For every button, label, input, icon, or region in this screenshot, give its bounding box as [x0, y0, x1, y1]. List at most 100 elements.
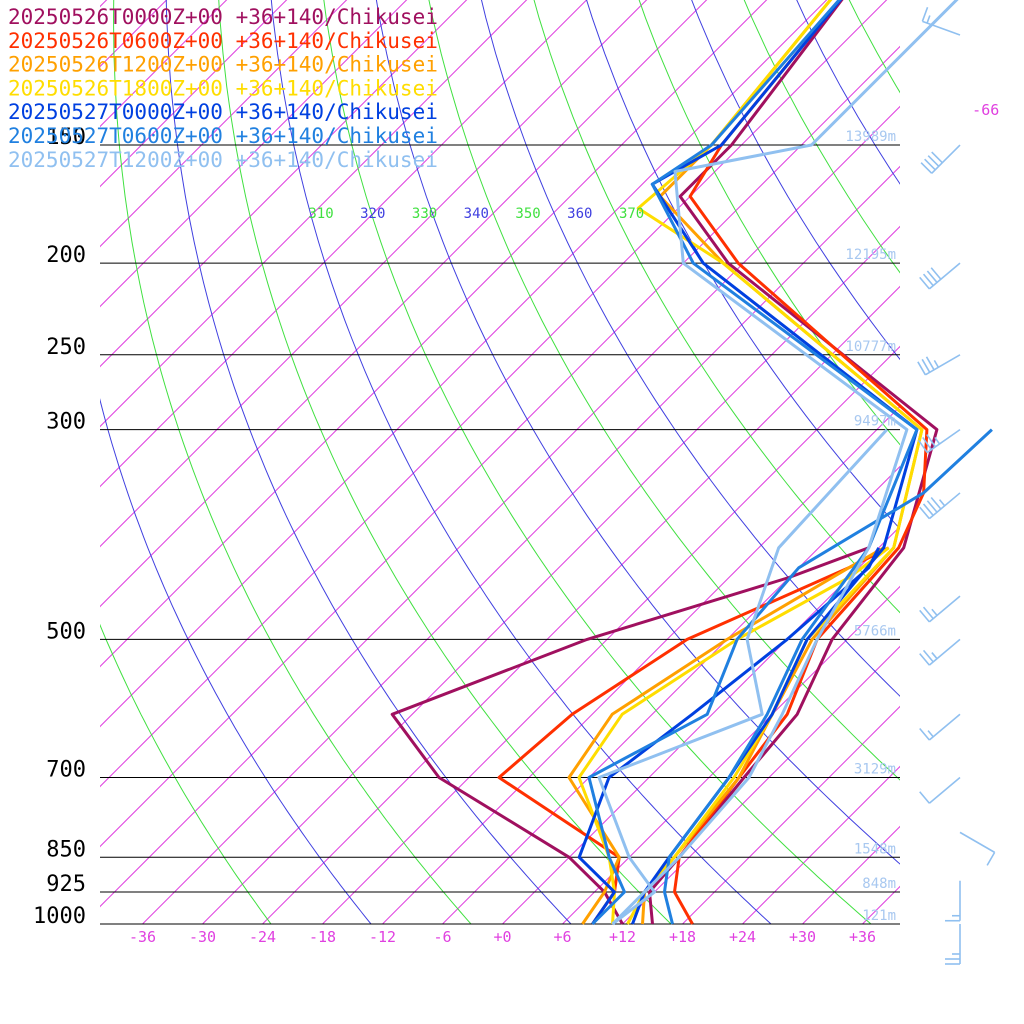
- legend-entry: 20250526T1200Z+00 +36+140/Chikusei: [8, 53, 438, 77]
- geopotential-height-label: 10777m: [845, 339, 896, 355]
- isotherm-line: [100, 0, 588, 488]
- geopotential-height-label: 121m: [862, 908, 896, 924]
- wind-barb: [917, 354, 961, 376]
- pressure-tick-label: 150: [46, 125, 86, 150]
- temperature-tick-label: +30: [789, 928, 816, 946]
- dry-adiabat-label: 340: [464, 206, 489, 222]
- legend-entry: 20250527T0600Z+00 +36+140/Chikusei: [8, 124, 438, 148]
- wind-barb: [919, 595, 961, 623]
- dry-adiabat-line: [480, 0, 900, 697]
- wind-barb: [917, 428, 961, 454]
- temperature-tick-label: +18: [669, 928, 696, 946]
- isotherm-line: [100, 105, 900, 908]
- dry-adiabat-label: 320: [360, 206, 385, 222]
- wind-barb: [920, 144, 961, 174]
- pressure-tick-label: 850: [46, 837, 86, 862]
- isotherm-line: [442, 465, 900, 924]
- dry-adiabat-line: [218, 0, 672, 924]
- isotherm-line: [202, 225, 900, 924]
- dewpoint-profile-line: [577, 547, 881, 925]
- wind-barb: [919, 262, 961, 290]
- dry-adiabat-line: [112, 0, 472, 924]
- isotherm-line: [100, 45, 900, 848]
- pressure-tick-label: 1000: [33, 904, 86, 929]
- temperature-profile-line: [648, 0, 939, 925]
- wind-barb: [945, 924, 961, 965]
- dry-adiabat-label: 310: [308, 206, 333, 222]
- temperature-tick-label: +24: [729, 928, 756, 946]
- temperature-profile-line: [626, 0, 924, 925]
- legend-entry: 20250527T1200Z+00 +36+140/Chikusei: [8, 148, 438, 172]
- temperature-profile-line: [631, 0, 919, 925]
- dewpoint-profile-line: [390, 546, 870, 925]
- dry-adiabat-label: 330: [412, 206, 437, 222]
- isotherm-line: [682, 705, 900, 924]
- temperature-profile-line: [673, 0, 929, 925]
- wind-barb: [919, 638, 961, 666]
- isotherm-line: [502, 525, 900, 924]
- temperature-tick-label: -6: [433, 928, 451, 946]
- geopotential-height-label: 5766m: [854, 623, 896, 639]
- temperature-tick-label: +0: [493, 928, 511, 946]
- legend-entry: 20250527T0000Z+00 +36+140/Chikusei: [8, 100, 438, 124]
- legend-entry: 20250526T0600Z+00 +36+140/Chikusei: [8, 29, 438, 53]
- temperature-tick-label: -36: [129, 928, 156, 946]
- isotherm-line: [382, 405, 900, 924]
- temperature-tick-label: +12: [609, 928, 636, 946]
- dewpoint-profile-line: [597, 428, 889, 926]
- isotherm-line: [100, 0, 708, 608]
- isotherm-line: [100, 0, 768, 668]
- geopotential-height-label: 1548m: [854, 841, 896, 857]
- isotherm-line: [100, 0, 888, 788]
- pressure-tick-label: 700: [46, 758, 86, 783]
- isotherm-line: [322, 345, 900, 924]
- isotherm-line: [100, 0, 528, 428]
- isotherm-line: [100, 0, 468, 368]
- dry-adiabat-line: [323, 0, 872, 924]
- geopotential-height-label: 3129m: [854, 762, 896, 778]
- geopotential-height-label: 13989m: [845, 129, 896, 145]
- legend-entry: 20250526T1800Z+00 +36+140/Chikusei: [8, 76, 438, 100]
- dry-adiabat-label: 370: [619, 206, 644, 222]
- temperature-tick-label: -18: [309, 928, 336, 946]
- temperature-tick-label: -24: [249, 928, 276, 946]
- wind-barb: [945, 880, 961, 922]
- isotherm-line: [262, 285, 900, 924]
- isotherm-line: [983, 0, 1024, 924]
- dry-adiabat-line: [428, 0, 900, 781]
- dry-adiabat-line: [270, 0, 772, 924]
- isotherm-line: [923, 0, 1024, 924]
- wind-barb: [919, 713, 961, 741]
- pressure-tick-label: 300: [46, 410, 86, 435]
- dry-adiabat-line: [165, 0, 572, 924]
- dewpoint-profile-line: [587, 428, 993, 926]
- geopotential-height-label: 9497m: [854, 414, 896, 430]
- isotherm-line: [100, 0, 648, 548]
- temperature-tick-label: +6: [553, 928, 571, 946]
- dewpoint-profile-line: [577, 546, 890, 925]
- isotherm-line: [100, 0, 828, 728]
- dry-adiabat-label: 350: [515, 206, 540, 222]
- dewpoint-profile-line: [497, 546, 890, 925]
- pressure-tick-label: 500: [46, 619, 86, 644]
- pressure-tick-label: 200: [46, 243, 86, 268]
- dry-adiabat-label: 360: [567, 206, 592, 222]
- wind-barb: [919, 776, 961, 804]
- geopotential-height-label: 848m: [862, 876, 896, 892]
- wind-barb: [921, 6, 961, 36]
- wind-barb: [959, 831, 996, 866]
- temperature-profile-line: [611, 0, 959, 926]
- temperature-tick-label: -12: [369, 928, 396, 946]
- dry-adiabat-line: [638, 0, 900, 446]
- wind-barb: [919, 492, 961, 520]
- dry-adiabat-line: [691, 0, 900, 361]
- dry-adiabat-line: [100, 623, 272, 924]
- pressure-tick-label: 925: [46, 872, 86, 897]
- temperature-tick-label: -30: [189, 928, 216, 946]
- dry-adiabat-line: [743, 0, 900, 274]
- isotherm-line: [622, 645, 900, 924]
- dry-adiabat-line: [100, 398, 372, 924]
- dry-adiabat-line: [533, 0, 900, 614]
- temperature-tick-label: +36: [849, 928, 876, 946]
